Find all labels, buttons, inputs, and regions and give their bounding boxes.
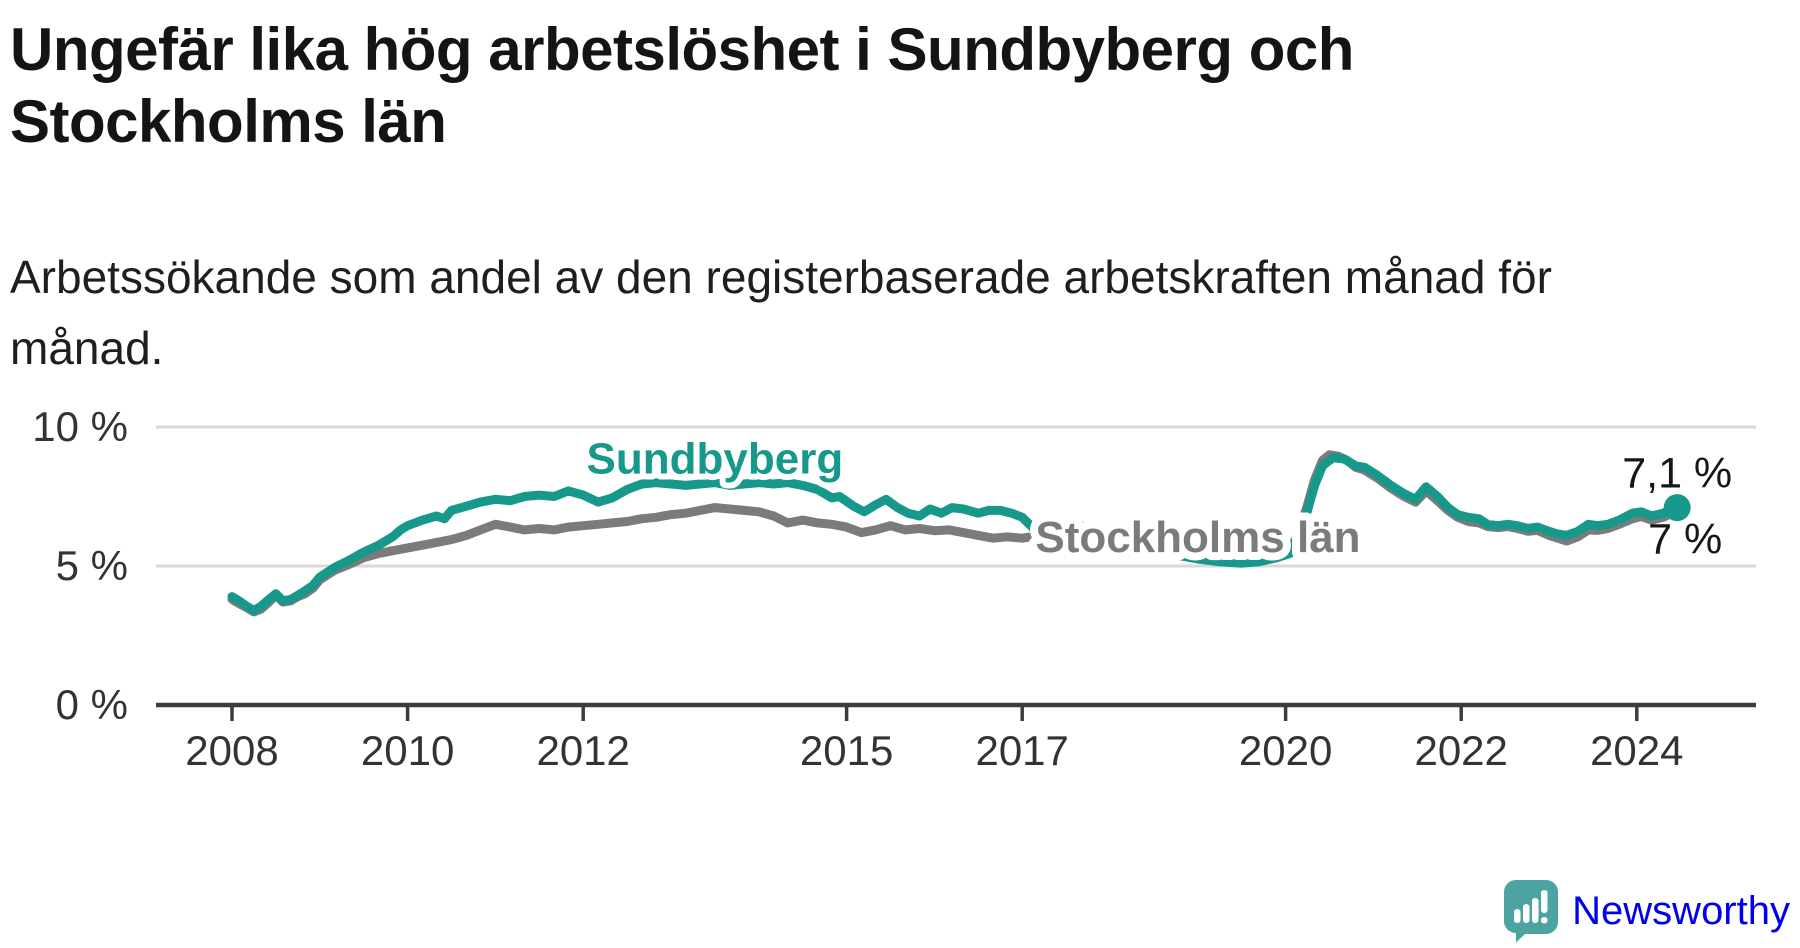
chart-subtitle: Arbetssökande som andel av den registerb… — [10, 251, 1552, 375]
x-tick-label-2022: 2022 — [1414, 727, 1507, 774]
x-tick-label-2017: 2017 — [975, 727, 1068, 774]
chart-header: Ungefär lika hög arbetslöshet i Sundbybe… — [0, 0, 1800, 385]
x-tick-label-2010: 2010 — [361, 727, 454, 774]
x-tick-label-2020: 2020 — [1239, 727, 1332, 774]
page-title: Ungefär lika hög arbetslöshet i Sundbybe… — [10, 16, 1354, 155]
y-tick-label-10: 10 % — [32, 403, 128, 450]
newsworthy-logo-text: Newsworthy — [1572, 888, 1790, 933]
series-line-sundbyberg — [227, 453, 1682, 615]
newsworthy-logo-icon — [1503, 879, 1559, 943]
x-tick-label-2012: 2012 — [536, 727, 629, 774]
x-tick-label-2008: 2008 — [185, 727, 278, 774]
line-chart-canvas: 2008 2010 2012 2015 2017 2020 2022 2024 0 % 5 % 10… — [32, 403, 1756, 774]
x-tick-label-2015: 2015 — [800, 727, 893, 774]
series-label-sundbyberg: Sundbyberg — [587, 434, 844, 483]
end-dot-sundbyberg — [1663, 494, 1691, 522]
line-chart: 2008 2010 2012 2015 2017 2020 2022 2024 0 % 5 % 10… — [0, 340, 1800, 800]
end-value-label-sundbyberg: 7,1 % — [1622, 450, 1732, 498]
series-label-stockholm: Stockholms län — [1035, 513, 1360, 562]
newsworthy-logo[interactable]: Newsworthy — [1503, 876, 1790, 946]
end-value-label-stockholm: 7 % — [1648, 515, 1722, 563]
y-tick-label-0: 0 % — [56, 681, 128, 728]
series-line-stockholm — [227, 450, 1682, 617]
y-tick-label-5: 5 % — [56, 542, 128, 589]
x-tick-label-2024: 2024 — [1590, 727, 1683, 774]
